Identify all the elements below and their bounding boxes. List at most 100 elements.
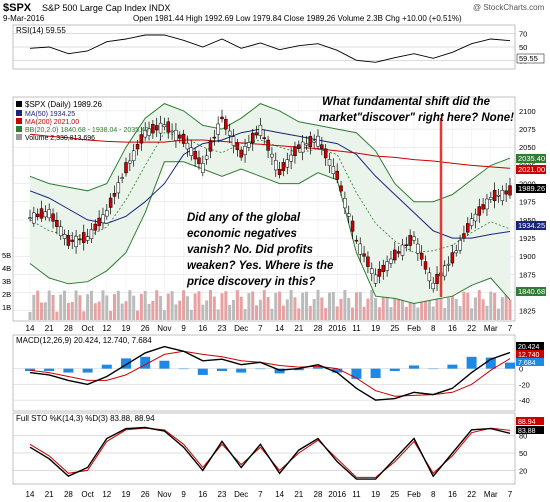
candle-body bbox=[201, 163, 205, 173]
candle-body bbox=[423, 261, 428, 270]
candle-body bbox=[393, 249, 397, 261]
volume-bar bbox=[354, 292, 358, 320]
x-axis-label: 16 bbox=[448, 324, 457, 333]
volume-bar bbox=[447, 297, 451, 320]
candle-body bbox=[262, 137, 266, 139]
x-axis-label: 28 bbox=[64, 324, 73, 333]
legend-swatch-price bbox=[16, 101, 22, 107]
candle-body bbox=[270, 153, 274, 158]
volume-bar bbox=[43, 302, 47, 320]
volume-bar bbox=[328, 292, 332, 320]
rsi-line bbox=[29, 34, 511, 63]
candle-body bbox=[419, 252, 424, 260]
macd-histogram-bar bbox=[370, 368, 381, 379]
candle-body bbox=[454, 250, 458, 254]
volume-bar bbox=[400, 298, 404, 320]
volume-bar bbox=[377, 307, 381, 320]
ohlc-label: Open 1981.44 High 1992.69 Low 1979.84 Cl… bbox=[133, 14, 462, 23]
macd-histogram-bar bbox=[159, 360, 170, 369]
legend-ma200: MA(200) 2021.00 bbox=[25, 119, 79, 126]
volume-bar bbox=[182, 290, 186, 320]
candle-body bbox=[339, 185, 343, 192]
bb-band-fill bbox=[30, 103, 510, 304]
volume-bar bbox=[450, 290, 454, 320]
x-axis-label: 7 bbox=[258, 490, 263, 499]
macd-histogram-bar bbox=[140, 356, 151, 369]
volume-bar bbox=[312, 299, 316, 320]
volume-bar bbox=[93, 303, 97, 320]
x-axis-label: 9 bbox=[181, 324, 186, 333]
candle-body bbox=[158, 122, 163, 134]
candle-body bbox=[58, 226, 63, 236]
candle-body bbox=[496, 195, 501, 197]
volume-bar bbox=[28, 312, 32, 320]
annotation-mid-line1: Did any of the global bbox=[187, 212, 301, 224]
x-axis-label: 16 bbox=[198, 324, 207, 333]
macd-line bbox=[29, 345, 511, 401]
legend-swatch-volume bbox=[16, 134, 22, 140]
volume-axis-tick: 3B bbox=[2, 277, 11, 286]
volume-bar bbox=[412, 292, 416, 320]
legend-bb: BB(20,2.0) 1840.68 - 1938.04 - 2035.40 bbox=[25, 127, 149, 134]
volume-bar bbox=[347, 297, 351, 320]
x-axis-label: 28 bbox=[314, 490, 323, 499]
annotation-top-line1: What fundamental shift did the bbox=[322, 96, 491, 108]
price-axis-tick: 1825 bbox=[519, 307, 536, 316]
volume-bar bbox=[358, 292, 362, 320]
x-axis-label: 7 bbox=[508, 490, 513, 499]
macd-histogram-bar bbox=[178, 368, 189, 370]
macd-histogram-bar bbox=[197, 368, 208, 375]
candle-body bbox=[389, 258, 393, 264]
volume-bar bbox=[473, 297, 477, 320]
price-badge bbox=[516, 221, 546, 230]
sto-badge-text: 88.94 bbox=[518, 419, 536, 426]
sto-k-line bbox=[29, 426, 511, 480]
volume-bar bbox=[159, 295, 163, 320]
volume-bar bbox=[63, 290, 67, 320]
candle-body bbox=[462, 233, 466, 239]
candle-body bbox=[289, 154, 293, 162]
candle-body bbox=[343, 198, 347, 209]
macd-histogram-bar bbox=[121, 358, 131, 369]
x-axis-label: 22 bbox=[467, 490, 476, 499]
macd-badge bbox=[516, 342, 544, 350]
volume-bar bbox=[335, 306, 339, 320]
x-axis-label: 7 bbox=[508, 324, 513, 333]
volume-bar bbox=[301, 292, 305, 320]
volume-bar bbox=[66, 302, 70, 320]
x-axis-label: 2016 bbox=[328, 490, 346, 499]
price-badge bbox=[516, 287, 546, 296]
candle-body bbox=[66, 235, 71, 246]
candle-body bbox=[116, 182, 121, 194]
candle-body bbox=[308, 136, 313, 148]
volume-bar bbox=[40, 302, 44, 320]
candle-body bbox=[485, 198, 489, 210]
candle-body bbox=[231, 136, 236, 146]
x-axis-label: 19 bbox=[122, 490, 131, 499]
candle-body bbox=[239, 149, 243, 158]
candle-body bbox=[404, 244, 409, 246]
volume-axis-tick: 2B bbox=[2, 290, 11, 299]
candle-body bbox=[85, 236, 90, 241]
x-axis-label: 25 bbox=[390, 490, 399, 499]
candle-body bbox=[208, 140, 213, 152]
volume-bar bbox=[435, 291, 439, 320]
macd-histogram-bar bbox=[236, 368, 247, 373]
candle-body bbox=[370, 268, 374, 274]
sto-axis-tick: 50 bbox=[519, 449, 527, 458]
candle-body bbox=[258, 124, 263, 136]
volume-bar bbox=[381, 292, 385, 320]
candle-body bbox=[101, 214, 105, 224]
volume-bar bbox=[285, 299, 289, 320]
volume-bar bbox=[247, 293, 251, 320]
price-axis-tick: 2100 bbox=[519, 107, 536, 116]
bb-lower-line bbox=[29, 161, 511, 305]
volume-bar bbox=[504, 290, 508, 320]
x-axis-label: Oct bbox=[81, 490, 94, 499]
macd-histogram bbox=[25, 356, 515, 379]
annotation-middle: Did any of the global economic negatives… bbox=[186, 212, 334, 288]
macd-histogram-bar bbox=[313, 367, 323, 369]
candle-body bbox=[350, 220, 355, 232]
sto-badge bbox=[516, 426, 544, 434]
